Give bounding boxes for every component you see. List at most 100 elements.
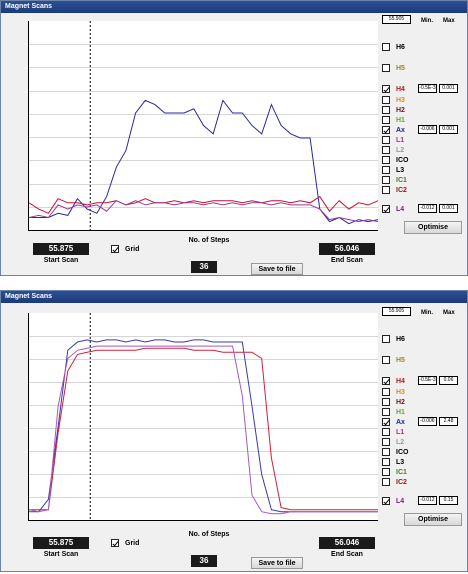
- channel-min-value: -0.5E-3: [418, 84, 437, 93]
- channel-checkbox[interactable]: [382, 418, 390, 426]
- channel-checkbox[interactable]: [382, 43, 390, 51]
- scan-plot: [28, 21, 378, 231]
- end-scan-value[interactable]: 56.046: [319, 537, 375, 549]
- channel-checkbox[interactable]: [382, 497, 390, 505]
- channel-l3[interactable]: L3: [382, 457, 404, 467]
- channel-checkbox[interactable]: [382, 136, 390, 144]
- channel-l2[interactable]: L2: [382, 437, 404, 447]
- channel-ic1[interactable]: IC1: [382, 467, 407, 477]
- channel-label: L4: [396, 205, 405, 213]
- start-scan-label: Start Scan: [43, 257, 79, 264]
- channel-checkbox[interactable]: [382, 96, 390, 104]
- channel-label: Ax: [396, 418, 405, 426]
- channel-l4[interactable]: L4: [382, 496, 404, 506]
- save-to-file-button[interactable]: Save to file: [251, 263, 303, 275]
- optimise-button[interactable]: Optimise: [404, 221, 462, 234]
- channel-ico[interactable]: ICO: [382, 447, 408, 457]
- channel-checkbox[interactable]: [382, 116, 390, 124]
- channel-checkbox[interactable]: [382, 186, 390, 194]
- channel-checkbox[interactable]: [382, 428, 390, 436]
- channel-l3[interactable]: L3: [382, 165, 404, 175]
- channel-h3[interactable]: H3: [382, 95, 405, 105]
- max-label: Max: [443, 310, 455, 316]
- channel-h6[interactable]: H6: [382, 334, 405, 344]
- channel-label: H2: [396, 398, 405, 406]
- min-label: Min.: [421, 18, 433, 24]
- steps-label: No. of Steps: [188, 237, 230, 244]
- channel-checkbox[interactable]: [382, 106, 390, 114]
- channel-label: L3: [396, 166, 405, 174]
- end-scan-label: End Scan: [331, 257, 363, 264]
- channel-h5[interactable]: H5: [382, 63, 405, 73]
- channel-ax[interactable]: Ax: [382, 417, 405, 427]
- channel-checkbox[interactable]: [382, 166, 390, 174]
- channel-checkbox[interactable]: [382, 458, 390, 466]
- channel-checkbox[interactable]: [382, 438, 390, 446]
- channel-h2[interactable]: H2: [382, 105, 405, 115]
- channel-label: ICO: [396, 448, 409, 456]
- channel-label: H5: [396, 356, 405, 364]
- start-scan-value[interactable]: 55.875: [33, 537, 89, 549]
- save-to-file-button[interactable]: Save to file: [251, 557, 303, 569]
- channel-l1[interactable]: L1: [382, 427, 404, 437]
- channel-checkbox[interactable]: [382, 356, 390, 364]
- channel-checkbox[interactable]: [382, 85, 390, 93]
- start-scan-value[interactable]: 55.875: [33, 243, 89, 255]
- channel-l4[interactable]: L4: [382, 204, 404, 214]
- channel-ax[interactable]: Ax: [382, 125, 405, 135]
- grid-label: Grid: [125, 539, 140, 547]
- channel-checkbox[interactable]: [382, 398, 390, 406]
- panel-title: Magnet Scans: [1, 1, 467, 13]
- grid-checkbox[interactable]: [111, 539, 119, 547]
- channel-l2[interactable]: L2: [382, 145, 404, 155]
- channel-max-value: 0.06: [439, 376, 458, 385]
- channel-ic2[interactable]: IC2: [382, 477, 407, 487]
- channel-checkbox[interactable]: [382, 64, 390, 72]
- optimise-button[interactable]: Optimise: [404, 513, 462, 526]
- channel-h6[interactable]: H6: [382, 42, 405, 52]
- channel-h1[interactable]: H1: [382, 115, 405, 125]
- steps-value[interactable]: 36: [191, 555, 217, 567]
- steps-value[interactable]: 36: [191, 261, 217, 273]
- channel-checkbox[interactable]: [382, 146, 390, 154]
- channel-max-value: 0.001: [439, 125, 458, 134]
- grid-toggle[interactable]: Grid: [111, 245, 139, 253]
- channel-checkbox[interactable]: [382, 126, 390, 134]
- channel-checkbox[interactable]: [382, 205, 390, 213]
- channel-h4[interactable]: H4: [382, 84, 405, 94]
- channel-checkbox[interactable]: [382, 478, 390, 486]
- channel-checkbox[interactable]: [382, 377, 390, 385]
- channel-checkbox[interactable]: [382, 408, 390, 416]
- channel-h3[interactable]: H3: [382, 387, 405, 397]
- channel-min-value: -0.012: [418, 496, 437, 505]
- channel-label: Ax: [396, 126, 405, 134]
- channel-checkbox[interactable]: [382, 176, 390, 184]
- end-scan-value[interactable]: 56.046: [319, 243, 375, 255]
- channel-label: ICO: [396, 156, 409, 164]
- scan-plot: [28, 313, 378, 521]
- scan-chart: [29, 21, 378, 230]
- channel-h2[interactable]: H2: [382, 397, 405, 407]
- channel-ic2[interactable]: IC2: [382, 185, 407, 195]
- top-value-box: 55.905: [382, 15, 411, 24]
- channel-checkbox[interactable]: [382, 468, 390, 476]
- channel-checkbox[interactable]: [382, 388, 390, 396]
- grid-checkbox[interactable]: [111, 245, 119, 253]
- channel-h4[interactable]: H4: [382, 376, 405, 386]
- channel-ico[interactable]: ICO: [382, 155, 408, 165]
- max-label: Max: [443, 18, 455, 24]
- min-label: Min.: [421, 310, 433, 316]
- channel-label: IC1: [396, 176, 407, 184]
- channel-l1[interactable]: L1: [382, 135, 404, 145]
- channel-h1[interactable]: H1: [382, 407, 405, 417]
- channel-label: H6: [396, 335, 405, 343]
- scan-controls: 55.875 Start Scan Grid No. of Steps 36 Save t…: [1, 531, 468, 571]
- channel-label: L3: [396, 458, 405, 466]
- channel-checkbox[interactable]: [382, 448, 390, 456]
- magnet-scans-panel-1: Magnet Scans 55.905 Min. Max H6 H5 H4 -0.5E-3 0.…: [0, 0, 468, 276]
- grid-toggle[interactable]: Grid: [111, 539, 139, 547]
- channel-checkbox[interactable]: [382, 335, 390, 343]
- channel-h5[interactable]: H5: [382, 355, 405, 365]
- channel-checkbox[interactable]: [382, 156, 390, 164]
- channel-ic1[interactable]: IC1: [382, 175, 407, 185]
